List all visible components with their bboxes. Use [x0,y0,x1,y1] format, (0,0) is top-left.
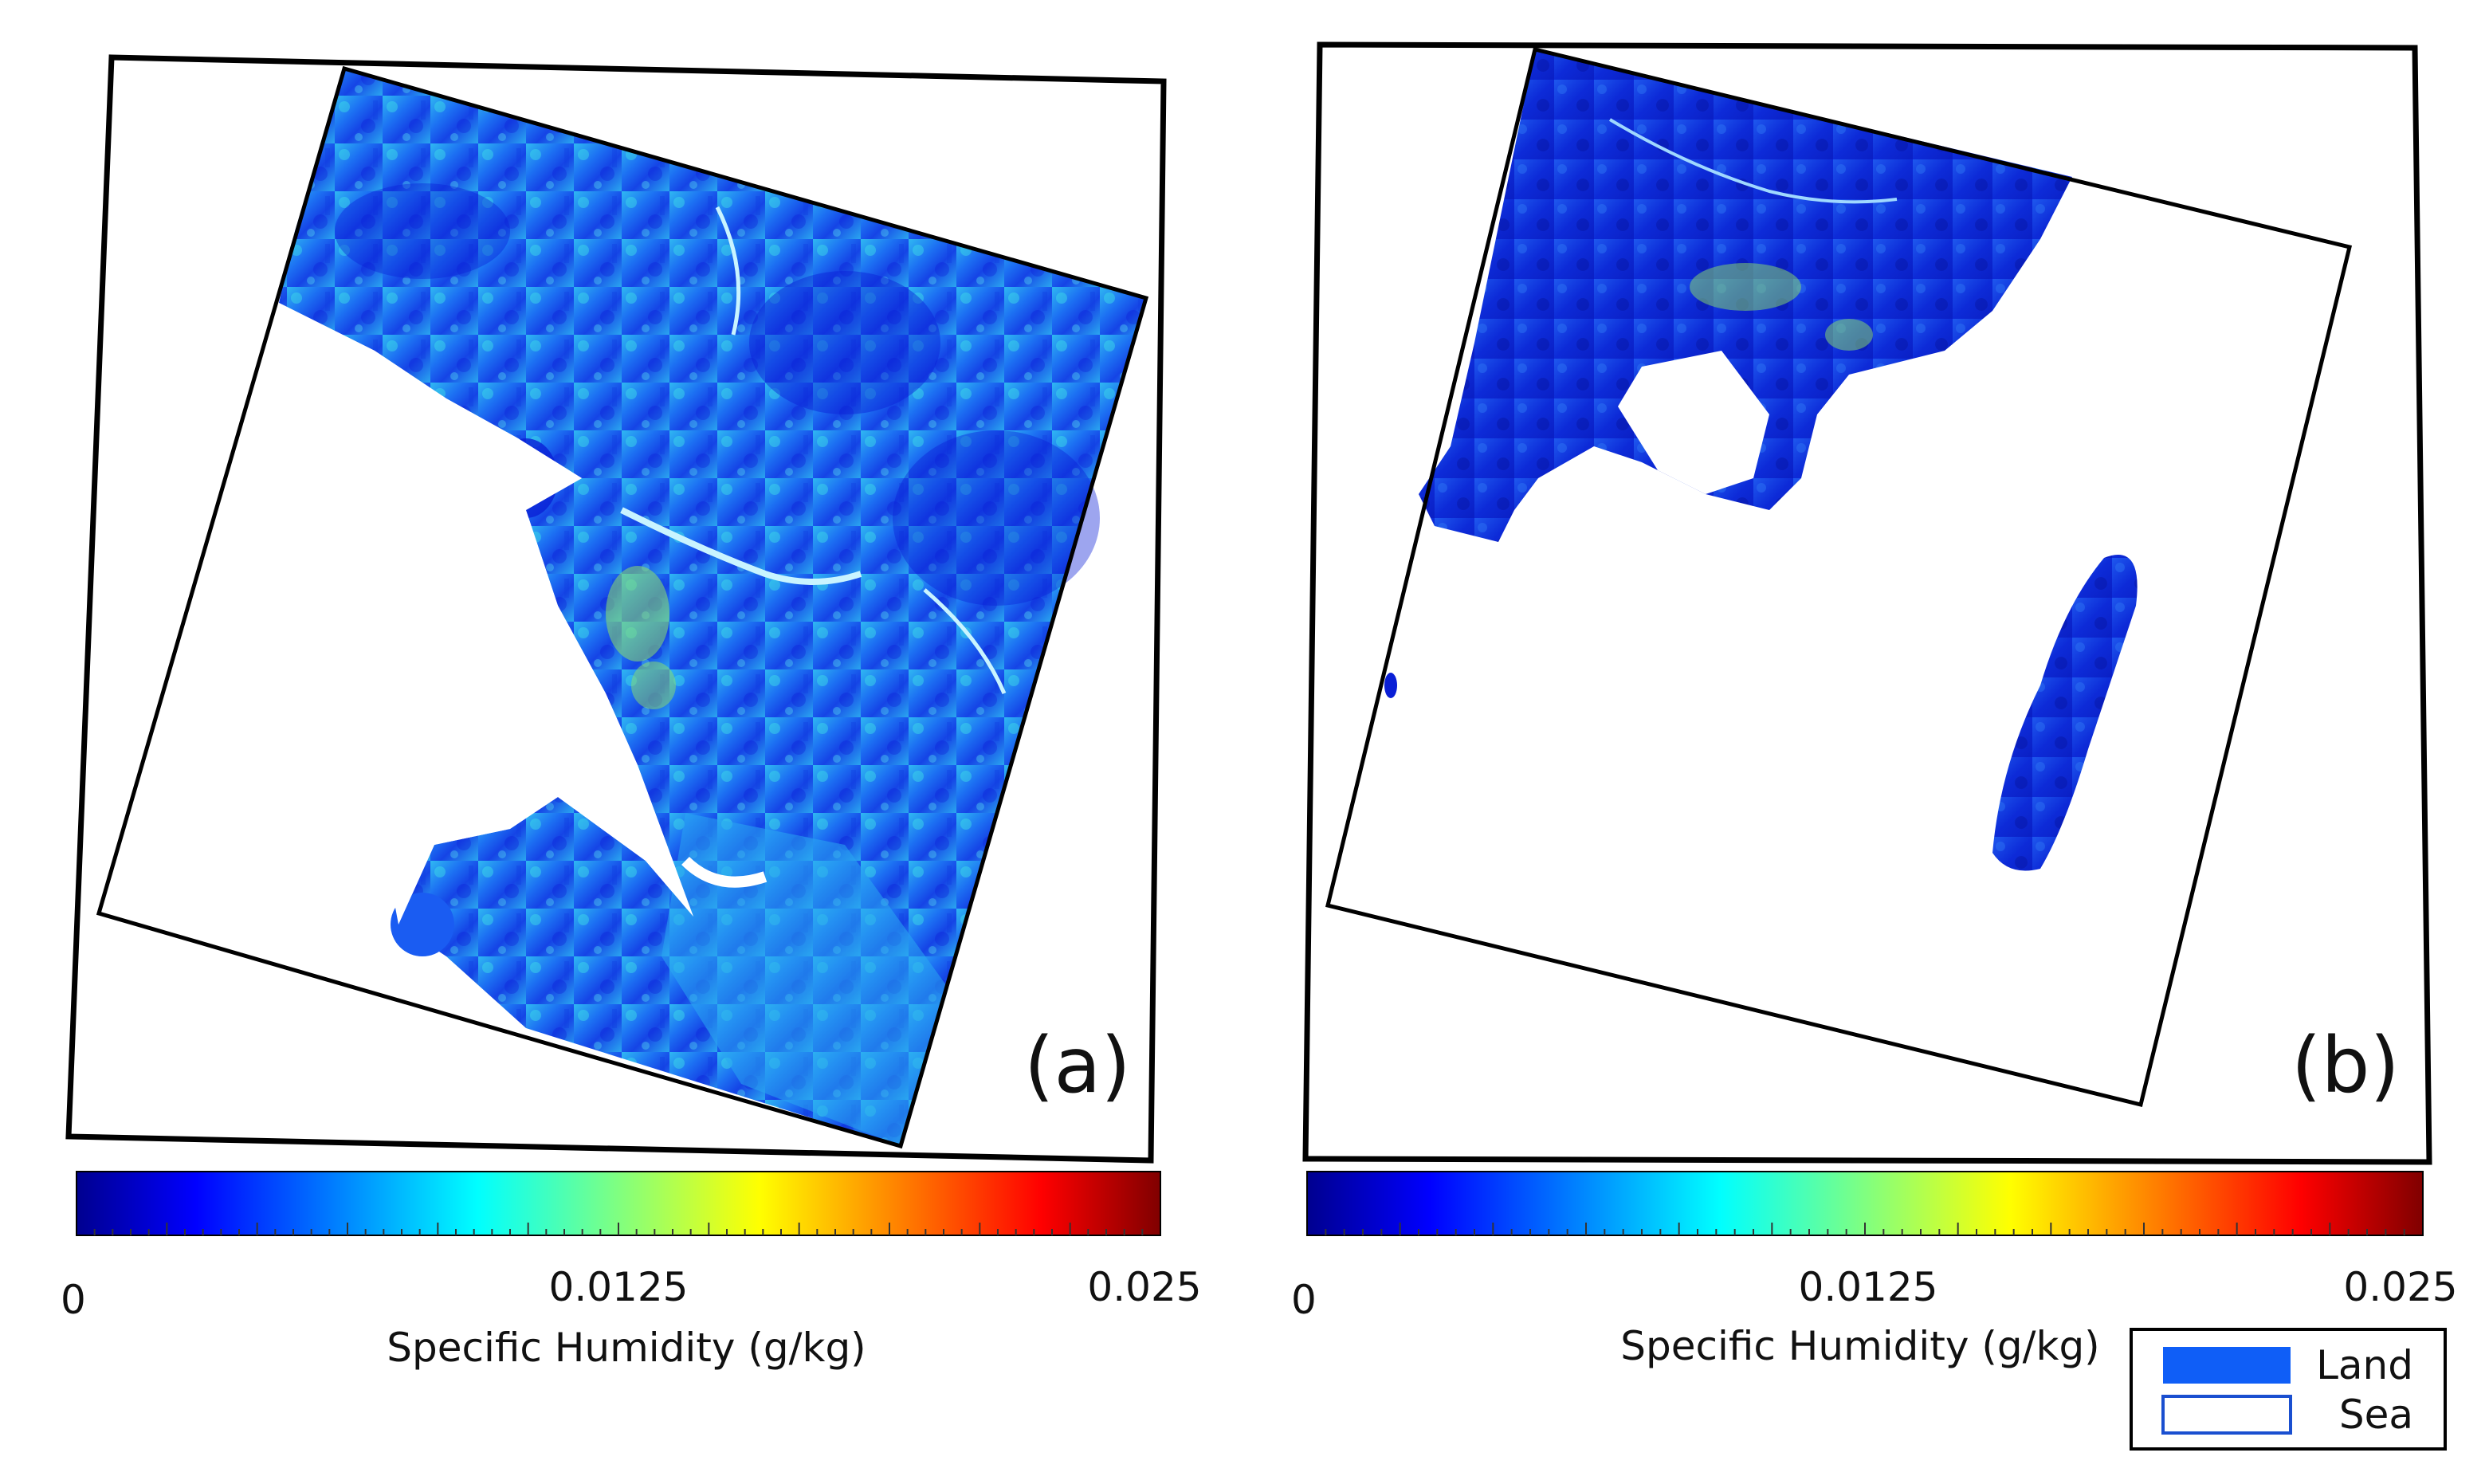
land-raster-a [279,69,1146,1146]
scene-footprint-b [1325,46,2353,1108]
colorbar-title-b: Specific Humidity (g/kg) [1620,1323,2099,1369]
map-panel-a: (a) [65,54,1167,1164]
island-b [1992,555,2138,871]
land-raster-b [1384,49,2138,871]
colorbar-mid-label-b: 0.0125 [1799,1264,1938,1310]
legend-swatch-land [2163,1347,2291,1384]
colorbar-b: 0 0.0125 0.025 Specific Humidity (g/kg) [1291,1171,2458,1369]
legend-label-land: Land [2316,1342,2413,1388]
colorbar-max-label-a: 0.025 [1087,1264,1201,1310]
colorbar-ticks-a [93,1223,1144,1235]
colorbar-ticks-b [1325,1223,2405,1235]
legend: Land Sea [2130,1328,2447,1451]
panel-label-a: (a) [1024,1021,1131,1110]
colorbar-min-label-b: 0 [1291,1277,1317,1323]
map-panel-b: (b) [1302,41,2432,1165]
colorbar-min-label-a: 0 [61,1277,86,1323]
panel-label-b: (b) [2291,1021,2400,1110]
colorbar-max-label-b: 0.025 [2343,1264,2457,1310]
legend-swatch-sea [2161,1395,2292,1435]
scene-footprint-a [96,65,1149,1149]
colorbar-mid-label-a: 0.0125 [549,1264,689,1310]
colorbar-a: 0 0.0125 0.025 Specific Humidity (g/kg) [61,1171,1202,1371]
legend-label-sea: Sea [2339,1392,2413,1438]
colorbar-title-a: Specific Humidity (g/kg) [387,1325,866,1371]
